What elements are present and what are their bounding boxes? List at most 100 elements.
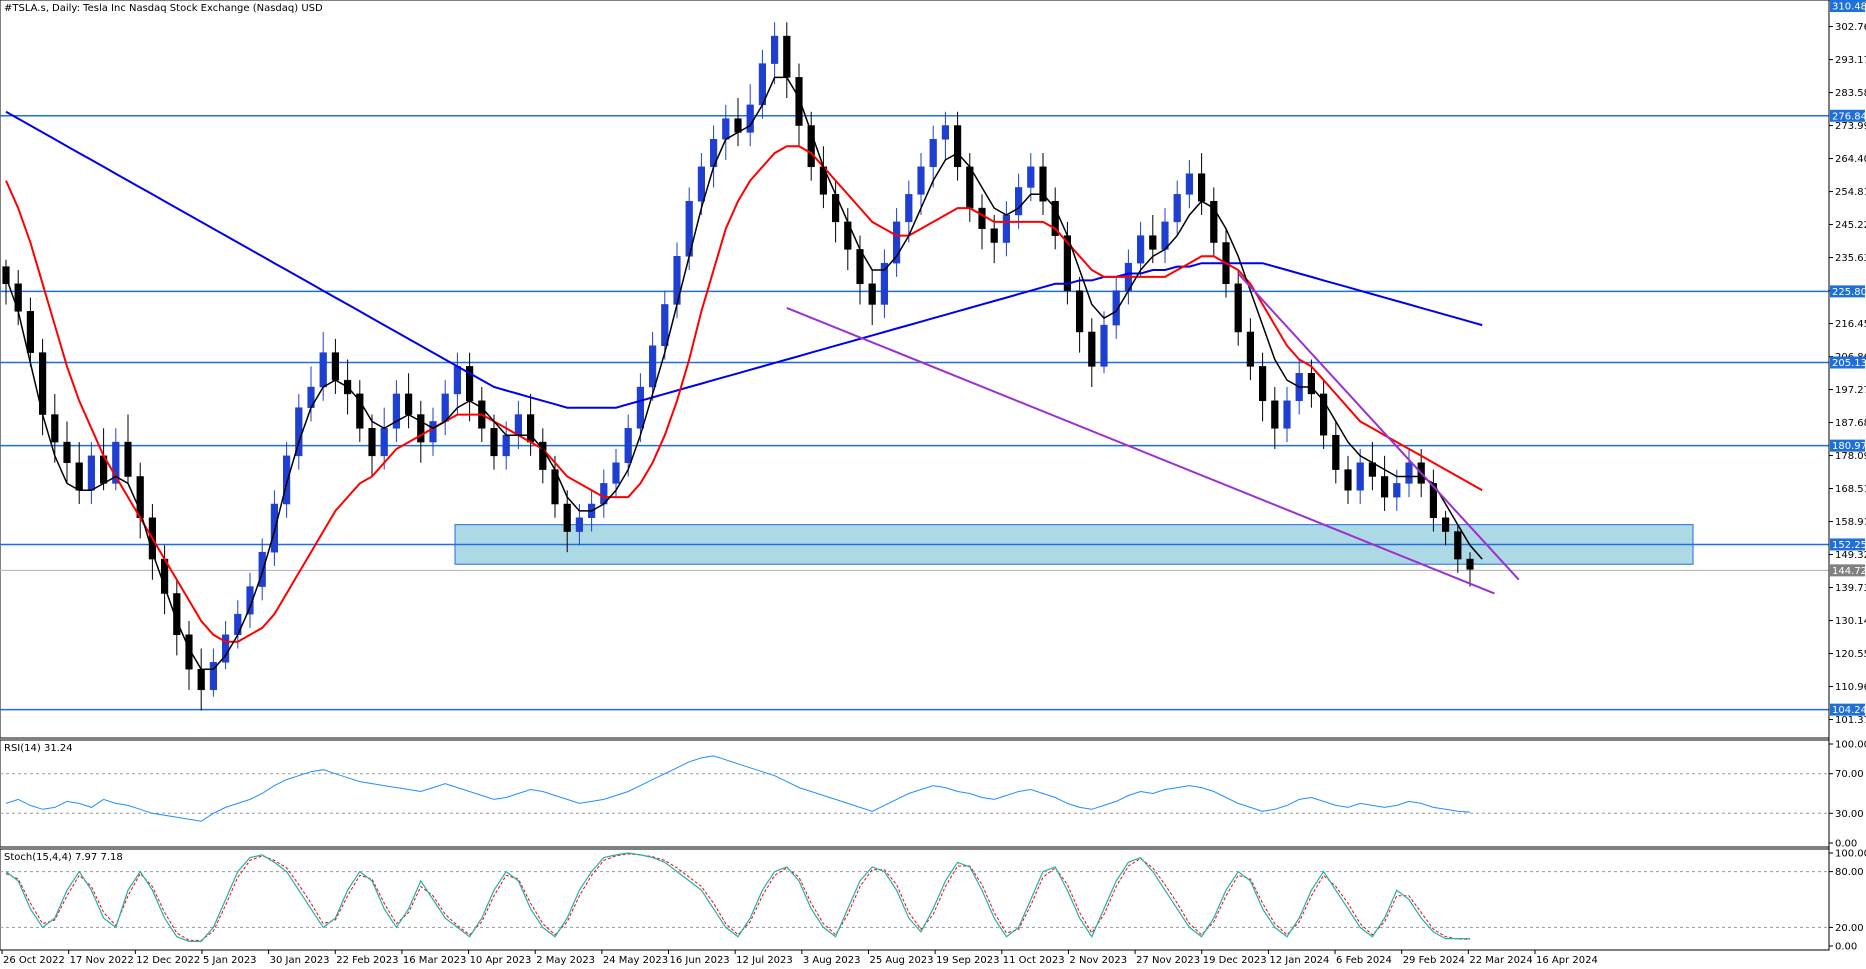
trend-line[interactable]	[786, 306, 1495, 595]
candle	[1136, 221, 1145, 277]
candle	[51, 393, 59, 463]
candle	[1258, 352, 1267, 422]
date-tick-label: 2 Nov 2023	[1069, 955, 1127, 965]
candle	[990, 214, 998, 264]
date-tick-label: 10 Apr 2023	[470, 955, 532, 965]
candle	[1405, 448, 1413, 498]
level-price-tag: 225.80	[1830, 285, 1866, 298]
price-tick-label: 245.22	[1835, 220, 1866, 231]
candle	[2, 259, 10, 305]
price-tick-label: 178.09	[1835, 451, 1866, 462]
candle	[1112, 276, 1120, 339]
price-axis[interactable]: 310.48 302.76 293.17 283.58 273.99 264.40 254.…	[1828, 0, 1866, 950]
oscillator-tick-label: 80.00	[1835, 867, 1864, 878]
date-tick-label: 11 Oct 2023	[1003, 955, 1065, 965]
stoch-main-line	[5, 852, 1470, 942]
level-price-tag: 310.48	[1830, 0, 1866, 13]
svg-text:144.72: 144.72	[1832, 566, 1866, 577]
svg-text:104.24: 104.24	[1832, 705, 1866, 716]
candle	[246, 572, 254, 628]
stoch-axis: 100.00 80.00 20.00 0.00	[1829, 849, 1866, 953]
candle	[807, 111, 815, 181]
candle	[1332, 421, 1340, 484]
time-axis[interactable]: 26 Oct 2022 17 Nov 2022 12 Dec 2022 5 Jan 2…	[1, 950, 1598, 966]
svg-text:276.84: 276.84	[1832, 111, 1866, 122]
price-tick-label: 283.58	[1835, 88, 1866, 99]
candle	[368, 414, 376, 477]
candle	[1356, 448, 1364, 505]
date-tick-label: 19 Sep 2023	[936, 955, 999, 965]
oscillator-tick-label: 70.00	[1835, 769, 1864, 780]
stoch-signal-line	[5, 853, 1471, 941]
candle	[868, 270, 876, 326]
price-tick-label: 149.32	[1835, 550, 1866, 561]
candle	[1039, 153, 1047, 215]
candle	[209, 648, 218, 697]
candle	[795, 63, 803, 147]
candle	[1149, 214, 1157, 264]
price-tick-label: 235.63	[1835, 253, 1866, 264]
candle	[26, 297, 35, 367]
candle	[258, 538, 266, 601]
rsi-pane-title: RSI(14) 31.24	[4, 743, 73, 754]
candle	[1380, 455, 1389, 511]
svg-text:310.48: 310.48	[1832, 2, 1866, 13]
date-tick-label: 16 Apr 2024	[1536, 955, 1598, 965]
candle	[63, 421, 71, 484]
svg-text:152.25: 152.25	[1832, 540, 1866, 551]
price-pane-title: #TSLA.s, Daily: Tesla Inc Nasdaq Stock E…	[4, 3, 323, 14]
candle	[1246, 318, 1255, 381]
candle	[1014, 173, 1023, 229]
date-tick-label: 27 Nov 2023	[1136, 955, 1200, 965]
candle	[697, 153, 706, 215]
candle	[1173, 180, 1181, 236]
price-tick-label: 101.37	[1835, 715, 1866, 726]
level-price-tag: 276.84	[1830, 109, 1866, 122]
date-tick-label: 6 Feb 2024	[1336, 955, 1392, 965]
oscillator-tick-label: 100.00	[1835, 740, 1866, 751]
level-price-tag: 180.97	[1830, 439, 1866, 452]
date-tick-label: 25 Aug 2023	[869, 955, 933, 965]
price-tick-label: 168.51	[1835, 484, 1866, 495]
price-tick-label: 187.68	[1835, 418, 1866, 429]
oscillator-tick-label: 100.00	[1835, 849, 1866, 860]
candle	[1319, 380, 1328, 449]
date-tick-label: 19 Dec 2023	[1203, 955, 1267, 965]
date-tick-label: 22 Mar 2024	[1469, 955, 1532, 965]
date-tick-label: 12 Jul 2023	[736, 955, 793, 965]
candle	[892, 208, 901, 277]
candle	[490, 414, 498, 470]
oscillator-tick-label: 0.00	[1835, 839, 1857, 850]
candle	[770, 22, 779, 85]
price-tick-label: 120.55	[1835, 649, 1866, 660]
candle	[1441, 510, 1450, 546]
date-tick-label: 12 Dec 2022	[136, 955, 200, 965]
price-pane[interactable]: #TSLA.s, Daily: Tesla Inc Nasdaq Stock E…	[0, 0, 1830, 739]
date-tick-label: 5 Jan 2023	[203, 955, 257, 965]
date-tick-label: 12 Jan 2024	[1269, 955, 1329, 965]
price-tick-label: 139.73	[1835, 583, 1866, 594]
candle	[392, 380, 401, 443]
level-price-tag: 205.13	[1830, 356, 1866, 369]
date-tick-label: 2 May 2023	[536, 955, 595, 965]
price-tick-label: 130.14	[1835, 616, 1866, 627]
candle	[1027, 153, 1035, 202]
trend-line[interactable]	[1237, 272, 1520, 581]
rsi-line	[5, 755, 1471, 822]
oscillator-tick-label: 20.00	[1835, 923, 1864, 934]
candle	[917, 153, 925, 215]
svg-text:180.97: 180.97	[1832, 441, 1866, 452]
candle	[1051, 187, 1059, 250]
candle	[953, 111, 962, 181]
level-price-tag: 152.25	[1830, 538, 1866, 551]
oscillator-tick-label: 30.00	[1835, 809, 1864, 820]
date-tick-label: 30 Jan 2023	[270, 955, 330, 965]
svg-text:225.80: 225.80	[1832, 287, 1866, 298]
price-tick-label: 110.96	[1835, 682, 1866, 693]
candle	[1271, 387, 1279, 449]
candle	[112, 428, 120, 491]
price-tick-label: 273.99	[1835, 121, 1866, 132]
ema-slow-line	[5, 110, 1483, 409]
